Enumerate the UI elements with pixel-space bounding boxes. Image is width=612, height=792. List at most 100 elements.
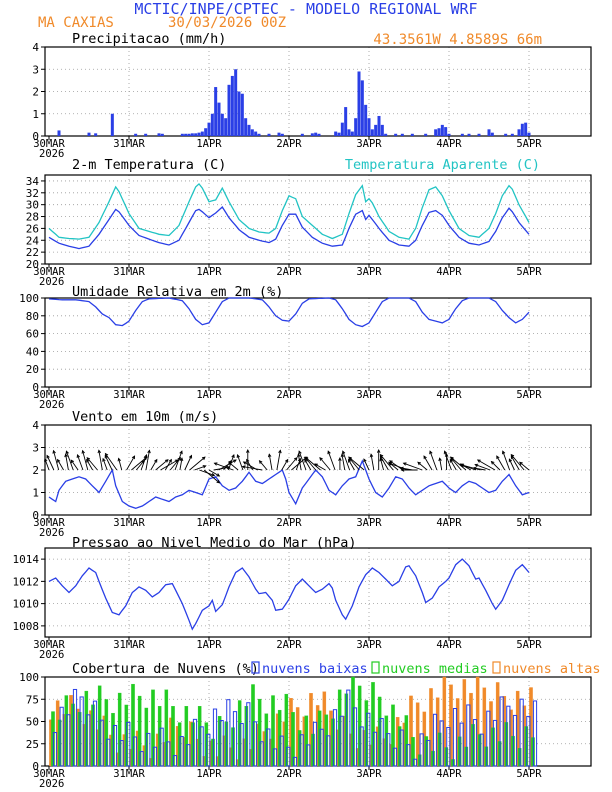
wind-vector-head <box>213 462 218 466</box>
y-tick-label: 50 <box>26 716 39 729</box>
wind-vector-head <box>179 457 184 462</box>
wind-vector-head <box>168 458 172 463</box>
wind-vector-head <box>460 463 465 468</box>
legend-low-clouds: nuvens baixas <box>262 661 368 677</box>
cloud-bar-blue <box>226 699 231 767</box>
x-tick-label: 5APR <box>516 389 542 401</box>
x-tick-label: 3APR <box>356 138 382 150</box>
y-tick-label: 0 <box>32 760 39 773</box>
cloud-bar-blue <box>106 738 111 767</box>
wind-vector <box>184 455 192 471</box>
cloud-bar-blue <box>112 725 118 767</box>
cloud-bar-blue <box>486 710 491 767</box>
cloud-bar-blue <box>312 721 318 767</box>
x-tick-label: 4APR <box>436 768 462 780</box>
x-tick-label: 30MAR <box>33 389 65 401</box>
wind-vector <box>508 458 515 471</box>
cloud-bar-blue <box>326 735 331 767</box>
wind-vector-head <box>474 463 479 468</box>
wind-vector <box>86 459 94 471</box>
precip-bar <box>247 124 251 136</box>
wind-panel: 0 1 2 3 4 30MAR 31MAR 1APR 2APR 3APR 4APR 5APR 2026 V… <box>32 409 592 539</box>
wind-vector <box>348 456 365 471</box>
wind-vector <box>502 451 511 471</box>
cloud-bar-blue <box>126 721 131 767</box>
wind-vector <box>510 454 525 471</box>
coordinates-label: 43.3561W 4.8589S 66m <box>373 32 542 48</box>
wind-vector <box>281 459 289 471</box>
precip-title: Precipitacao (mm/h) <box>72 31 226 47</box>
wind-vector-head <box>246 449 250 453</box>
precip-bar <box>214 87 218 136</box>
precip-bar <box>357 71 361 136</box>
rh-title: Umidade Relativa em 2m (%) <box>72 284 283 300</box>
wind-vector-head <box>70 459 75 464</box>
wind-vector <box>86 457 98 471</box>
wind-vector <box>449 459 457 471</box>
precip-bar <box>310 133 314 136</box>
cloud-bar-blue <box>59 706 64 767</box>
precip-bar <box>220 113 224 136</box>
cloud-bar-blue <box>292 756 298 767</box>
precip-bar <box>350 131 354 136</box>
y-tick-label: 1014 <box>13 553 40 566</box>
y-tick-label: 25 <box>26 738 39 751</box>
wind-vector <box>44 458 50 471</box>
x-tick-label: 5APR <box>516 639 542 651</box>
cloud-bar-blue <box>419 733 424 767</box>
x-tick-label: 31MAR <box>113 138 145 150</box>
precip-bar <box>210 113 214 136</box>
x-tick-label: 4APR <box>436 389 462 401</box>
wind-vector <box>208 469 220 477</box>
cloud-bar-blue <box>319 728 324 767</box>
wind-vector <box>155 459 169 471</box>
y-tick-label: 1 <box>32 487 39 500</box>
pres-panel: 1008 1010 1012 1014 30MAR 31MAR 1APR 2APR 3APR 4A… <box>13 535 592 661</box>
wind-vector <box>105 453 118 471</box>
wind-vector <box>131 456 148 471</box>
x-tick-label: 31MAR <box>113 389 145 401</box>
panel-frame <box>44 174 592 265</box>
wind-vector-head <box>97 449 102 454</box>
wind-vector <box>98 450 103 471</box>
cloud-bar-blue <box>132 736 138 767</box>
cloud-bar-blue <box>166 741 171 767</box>
cloud-bar-blue <box>239 723 244 767</box>
wind-vector-head <box>278 449 282 454</box>
y-tick-label: 30 <box>26 199 39 212</box>
wind-vector-head <box>64 453 68 458</box>
x-year-label: 2026 <box>39 527 64 539</box>
wind-vector <box>370 454 375 471</box>
precip-bar <box>354 118 358 136</box>
cloud-bar-blue <box>479 733 484 767</box>
cloud-bar-blue <box>252 721 258 767</box>
wind-vector-head <box>347 458 352 463</box>
precip-bar <box>437 128 441 136</box>
cloud-bar-blue <box>392 747 398 767</box>
cloud-bar-blue <box>186 744 191 767</box>
wind-vector <box>519 461 530 471</box>
x-tick-label: 4APR <box>436 517 462 529</box>
wind-vector <box>242 466 263 471</box>
y-tick-label: 100 <box>19 671 39 684</box>
y-tick-label: 3 <box>32 442 39 455</box>
x-tick-label: 3APR <box>356 389 382 401</box>
clouds-panel: 0 25 50 75 100 30MAR 31MAR 1APR 2APR 3APR 4APR 5APR… <box>19 661 600 790</box>
wind-vector-head <box>348 456 352 461</box>
precip-bar <box>180 133 184 136</box>
precip-bar <box>160 133 164 136</box>
precip-bar <box>344 107 348 136</box>
wind-vector-head <box>188 454 193 459</box>
wind-vector <box>450 456 467 471</box>
wind-vector-head <box>284 458 289 463</box>
cloud-bar-blue <box>526 715 531 767</box>
wind-vector-head <box>444 453 449 457</box>
y-tick-label: 32 <box>26 187 39 200</box>
wind-vector-head <box>164 459 169 463</box>
cloud-bar-orange <box>429 688 433 767</box>
wind-vector <box>297 454 302 471</box>
apparent-temp-legend: Temperatura Aparente (C) <box>345 157 540 173</box>
cloud-bar-blue <box>86 714 91 767</box>
wind-vector <box>461 464 481 471</box>
